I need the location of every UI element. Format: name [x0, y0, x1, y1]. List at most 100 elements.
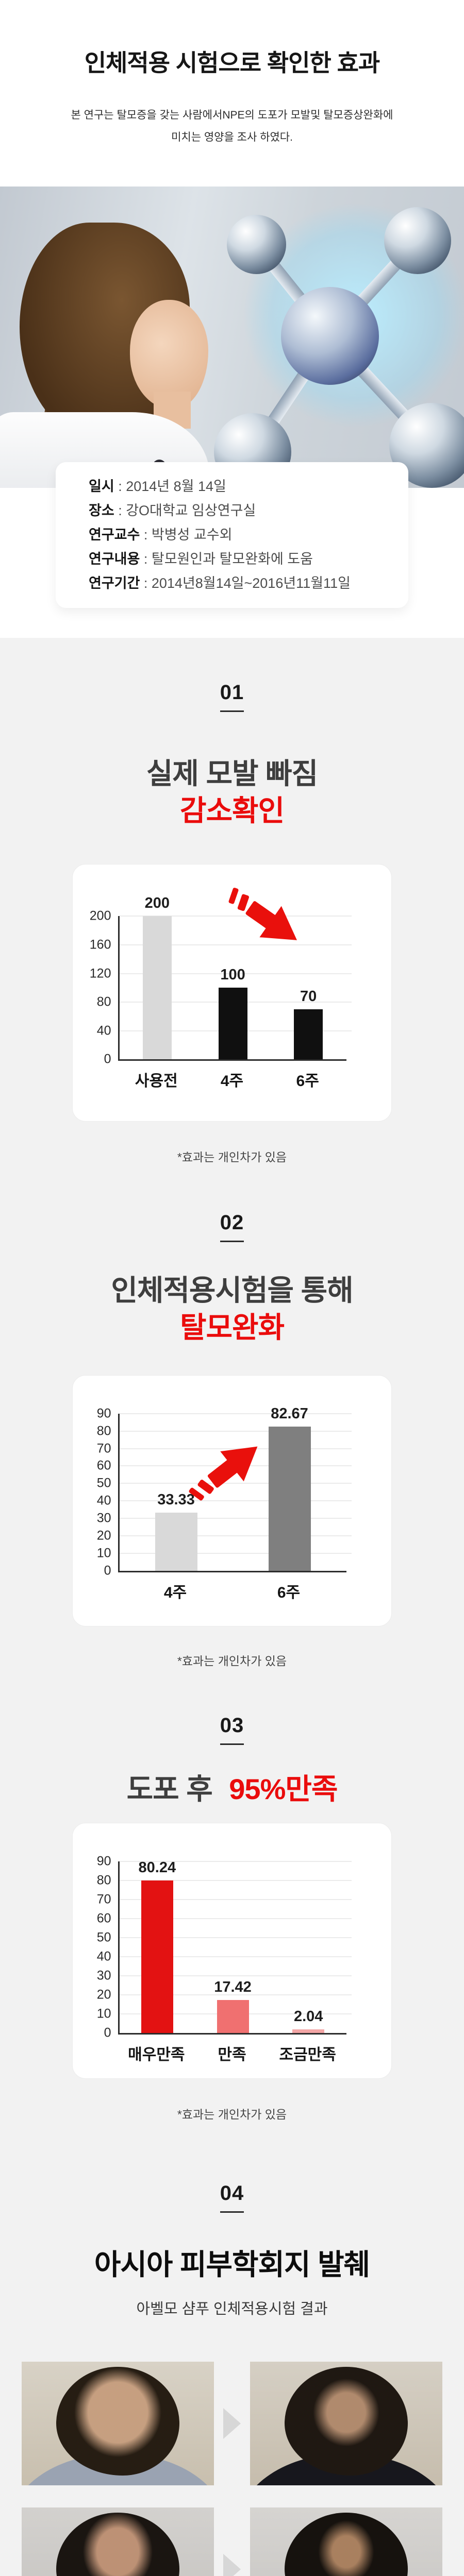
- trend-down-arrow-icon: [214, 874, 310, 959]
- y-axis-tick: 60: [96, 1458, 111, 1473]
- section-number-03: 03: [220, 1714, 244, 1737]
- y-axis-tick: 0: [104, 2025, 111, 2040]
- info-label: 장소: [89, 503, 114, 519]
- molecule-center-sphere: [281, 287, 379, 385]
- x-axis-label: 6주: [296, 1073, 319, 1090]
- section-underline: [220, 1743, 244, 1745]
- chart-card-hair-loss: 0 40 80 120 160 200 200 100 70 사용전 4주 6주: [72, 864, 392, 1122]
- bar-value-label: 82.67: [271, 1405, 308, 1422]
- molecule-sphere: [384, 207, 451, 275]
- study-info-row: 연구기간 : 2014년8월14일~2016년11월11일: [89, 571, 393, 596]
- gridline: [119, 1975, 352, 1977]
- page-title: 인체적용 시험으로 확인한 효과: [84, 49, 380, 76]
- before-after-row: [22, 2507, 442, 2576]
- x-axis-label: 만족: [218, 2046, 246, 2064]
- bar-value-label: 17.42: [214, 1979, 252, 1995]
- gridline: [119, 1518, 352, 1519]
- before-after-photo-grid: [22, 2362, 442, 2576]
- section-01-heading: 실제 모발 빠짐 감소확인: [0, 755, 464, 829]
- y-axis-tick: 10: [96, 2006, 111, 2021]
- x-axis-label: 사용전: [135, 1073, 178, 1090]
- y-axis-tick: 90: [96, 1854, 111, 1869]
- info-label: 일시: [89, 479, 114, 495]
- section-number-04: 04: [220, 2182, 244, 2205]
- subtitle-line-2: 미치는 영양을 조사 하였다.: [171, 131, 293, 144]
- subject-scalp: [285, 2367, 408, 2476]
- section-underline: [220, 2211, 244, 2213]
- section-03-heading: 도포 후 95%만족: [0, 1771, 464, 1808]
- before-photo: [22, 2362, 214, 2486]
- bar-value-label: 100: [220, 967, 245, 984]
- bar-value-label: 33.33: [157, 1491, 195, 1508]
- before-after-row: [22, 2362, 442, 2486]
- y-axis-tick: 30: [96, 1968, 111, 1983]
- gridline: [119, 944, 352, 946]
- study-info-row: 일시 : 2014년 8월 14일: [89, 474, 393, 499]
- bar-4주: [155, 1512, 197, 1571]
- info-label: 연구교수: [89, 527, 140, 543]
- bar-사용전: [142, 916, 172, 1060]
- heading-gray-text: 인체적용시험을 통해: [111, 1274, 353, 1307]
- y-axis-tick: 40: [96, 1023, 111, 1038]
- subject-scalp: [56, 2513, 179, 2576]
- heading-gray-text: 도포 후: [126, 1772, 213, 1805]
- study-info-row: 장소 : 강O대학교 임상연구실: [89, 499, 393, 523]
- y-axis-tick: 80: [96, 994, 111, 1009]
- arrow-separator: [214, 2554, 250, 2576]
- info-value: : 박병성 교수외: [140, 527, 233, 543]
- bar-value-label: 70: [300, 988, 317, 1005]
- x-axis-label: 조금만족: [279, 2046, 336, 2064]
- x-axis-label: 4주: [220, 1073, 244, 1090]
- x-axis-labels: 사용전 4주 6주: [119, 1068, 345, 1091]
- bar-매우만족: [141, 1880, 173, 2033]
- y-axis-tick: 70: [96, 1892, 111, 1907]
- y-axis-tick: 80: [96, 1873, 111, 1888]
- study-info-rows: 일시 : 2014년 8월 14일 장소 : 강O대학교 임상연구실 연구교수 : …: [89, 474, 393, 596]
- gridline: [119, 1956, 352, 1958]
- y-axis-tick: 30: [96, 1511, 111, 1526]
- right-triangle-icon: [223, 2554, 241, 2576]
- bar-만족: [217, 2000, 249, 2033]
- molecule-sphere: [227, 215, 286, 275]
- gridline: [119, 1483, 352, 1484]
- after-photo: [250, 2507, 442, 2576]
- bar-slot: 17.42: [195, 1979, 271, 2033]
- x-axis-label: 4주: [163, 1584, 187, 1601]
- section-04-subtitle: 아벨모 샴푸 인체적용시험 결과: [136, 2301, 328, 2318]
- gridline: [119, 1552, 352, 1554]
- y-axis-tick: 50: [96, 1476, 111, 1490]
- section-underline: [220, 710, 244, 713]
- bar-slot: 80.24: [120, 1859, 195, 2033]
- page-subtitle: 본 연구는 탈모증을 갖는 사람에서NPE의 도포가 모발및 탈모증상완화에 미…: [0, 104, 464, 148]
- gridline: [119, 1994, 352, 1996]
- after-photo: [250, 2362, 442, 2486]
- header: 인체적용 시험으로 확인한 효과 본 연구는 탈모증을 갖는 사람에서NPE의 …: [0, 0, 464, 148]
- bar-chart-plot: 0 10 20 30 40 50 60 70 80 90 33.33 82.67: [97, 1405, 352, 1578]
- y-axis-tick: 60: [96, 1911, 111, 1926]
- y-axis-tick: 20: [96, 1528, 111, 1543]
- gridline: [119, 1413, 352, 1414]
- heading-red-text: 탈모완화: [179, 1311, 285, 1344]
- section-02-heading: 인체적용시험을 통해 탈모완화: [0, 1272, 464, 1346]
- info-value: : 2014년 8월 14일: [114, 479, 226, 495]
- bar-6주: [268, 1426, 311, 1571]
- footnote: *효과는 개인차가 있음: [177, 2108, 287, 2122]
- footnote: *효과는 개인차가 있음: [177, 1150, 287, 1164]
- bar-value-label: 200: [144, 895, 170, 912]
- bar-chart-plot: 0 40 80 120 160 200 200 100 70: [90, 895, 352, 1066]
- section-04-title: 아시아 피부학회지 발췌: [94, 2248, 370, 2281]
- y-axis-tick: 0: [104, 1563, 111, 1578]
- study-info-row: 연구내용 : 탈모원인과 탈모완화에 도움: [89, 547, 393, 571]
- gridline: [119, 973, 352, 974]
- gridline: [119, 1880, 352, 1882]
- y-axis-tick: 70: [96, 1441, 111, 1456]
- x-axis-labels: 매우만족 만족 조금만족: [119, 2042, 345, 2064]
- info-value: : 강O대학교 임상연구실: [114, 503, 256, 519]
- bar-slot: 70: [271, 988, 346, 1060]
- gridline: [119, 1899, 352, 1901]
- info-label: 연구기간: [89, 575, 140, 591]
- y-axis-tick: 120: [89, 966, 111, 981]
- y-axis-tick: 0: [104, 1052, 111, 1066]
- y-axis-tick: 200: [89, 908, 111, 923]
